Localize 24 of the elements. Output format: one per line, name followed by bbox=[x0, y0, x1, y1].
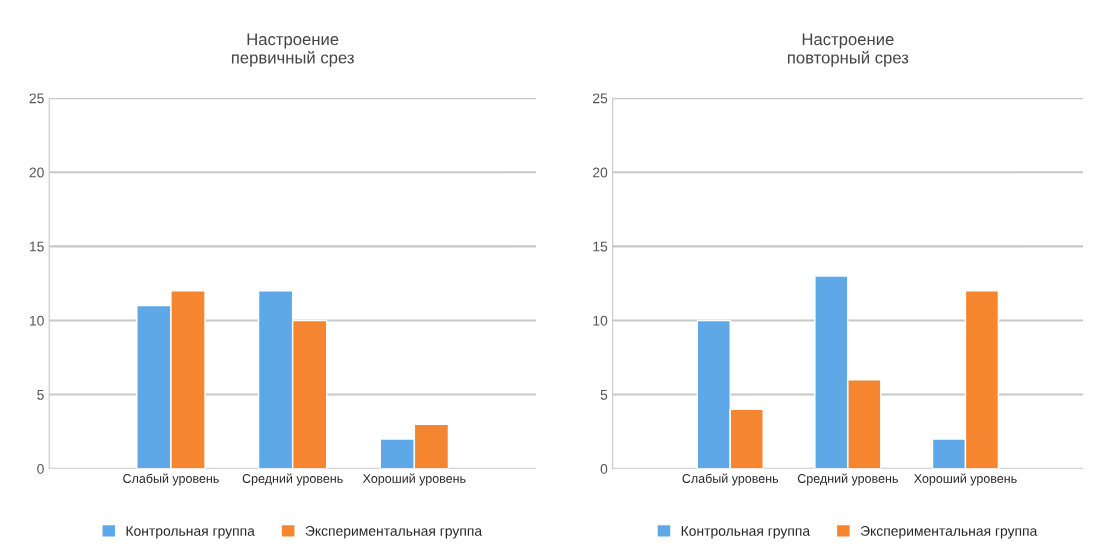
legend-label: Контрольная группа bbox=[126, 526, 255, 539]
chart-title: Настроение повторный срез bbox=[788, 33, 909, 67]
x-tick-label: Средний уровень bbox=[797, 473, 898, 486]
y-tick-label: 5 bbox=[600, 390, 608, 400]
x-tick-label: Хороший уровень bbox=[362, 473, 466, 486]
y-tick-label: 25 bbox=[593, 93, 608, 104]
y-tick-label: 0 bbox=[37, 464, 44, 474]
x-tick-label: Средний уровень bbox=[242, 473, 343, 486]
x-tick-label: Слабый уровень bbox=[123, 473, 219, 486]
y-tick-label: 10 bbox=[29, 315, 44, 326]
y-tick-label: 15 bbox=[29, 241, 44, 252]
chart-title: Настроение первичный срез bbox=[231, 33, 354, 67]
x-tick-label: Слабый уровень bbox=[682, 473, 779, 486]
legend-label: Экспериментальная группа bbox=[860, 526, 1038, 539]
y-tick-label: 25 bbox=[29, 93, 44, 104]
y-tick-label: 5 bbox=[37, 390, 44, 400]
y-tick-label: 20 bbox=[593, 167, 608, 178]
legend-label: Контрольная группа bbox=[681, 526, 811, 539]
legend-label: Экспериментальная группа bbox=[305, 526, 483, 539]
y-tick-label: 20 bbox=[29, 167, 44, 178]
x-tick-label: Хороший уровень bbox=[914, 473, 1017, 486]
y-tick-label: 15 bbox=[593, 241, 608, 252]
y-tick-label: 10 bbox=[593, 315, 608, 326]
y-tick-label: 0 bbox=[600, 464, 608, 474]
